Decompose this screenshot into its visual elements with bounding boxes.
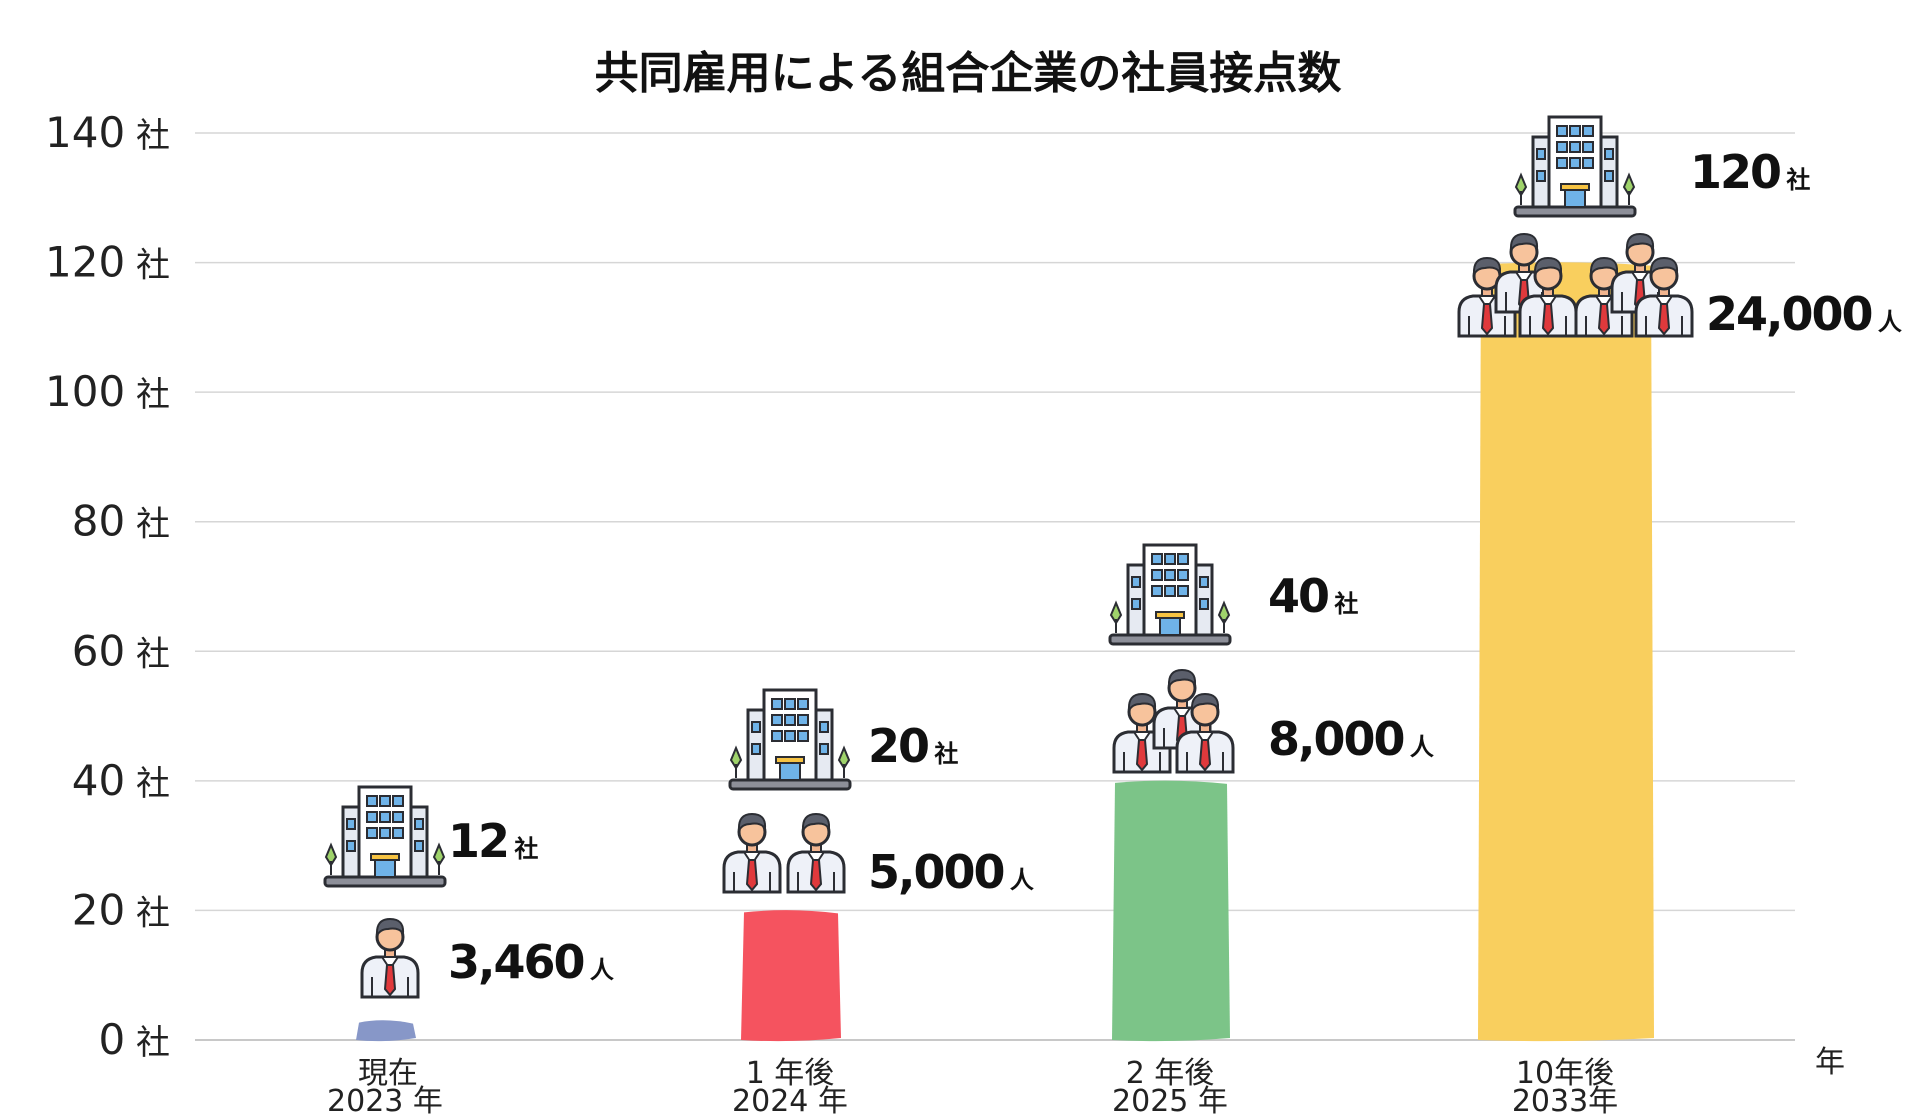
count-unit: 人 xyxy=(1004,866,1034,894)
y-tick-value: 0 xyxy=(98,1015,125,1064)
x-tick-year: 2033年 xyxy=(1512,1084,1618,1117)
employee-count-label: 24,000 人 xyxy=(1706,287,1902,341)
company-count-label: 40 社 xyxy=(1268,569,1358,623)
bar xyxy=(356,1020,416,1042)
y-tick-value: 20 xyxy=(72,885,125,934)
y-tick-unit: 社 xyxy=(125,246,170,286)
employee-count-label: 5,000 人 xyxy=(868,845,1034,899)
y-tick-value: 100 xyxy=(45,367,125,416)
x-tick-label: 2 年後 xyxy=(1126,1056,1215,1091)
businessperson-icon xyxy=(786,812,846,894)
x-tick-year: 2023 年 xyxy=(327,1084,443,1117)
bar xyxy=(1112,780,1230,1042)
count-unit: 社 xyxy=(1780,166,1810,194)
count-unit: 人 xyxy=(1404,733,1434,761)
count-number: 20 xyxy=(868,719,928,773)
count-number: 12 xyxy=(448,814,508,868)
y-tick-value: 120 xyxy=(45,238,125,287)
count-unit: 社 xyxy=(508,835,538,863)
office-building-icon xyxy=(728,688,852,791)
count-unit: 人 xyxy=(1872,308,1902,336)
y-tick-unit: 社 xyxy=(125,764,170,804)
y-tick-unit: 社 xyxy=(125,505,170,545)
count-number: 120 xyxy=(1690,145,1780,199)
x-tick-label: 1 年後 xyxy=(746,1056,835,1091)
businessperson-icon xyxy=(722,812,782,894)
y-tick-label: 0 社 xyxy=(98,1015,170,1064)
bar xyxy=(741,910,841,1042)
employee-count-label: 3,460 人 xyxy=(448,935,614,989)
x-tick-year: 2025 年 xyxy=(1112,1084,1228,1117)
y-tick-value: 80 xyxy=(72,497,125,546)
count-number: 8,000 xyxy=(1268,712,1404,766)
y-tick-label: 60 社 xyxy=(72,626,170,675)
y-tick-unit: 社 xyxy=(125,893,170,933)
count-unit: 人 xyxy=(584,956,614,984)
count-number: 3,460 xyxy=(448,935,584,989)
y-tick-value: 140 xyxy=(45,108,125,157)
bars xyxy=(356,262,1654,1042)
count-unit: 社 xyxy=(928,740,958,768)
x-axis-unit: 年 xyxy=(1815,1045,1845,1080)
y-tick-label: 80 社 xyxy=(72,497,170,546)
y-tick-value: 60 xyxy=(72,626,125,675)
y-tick-unit: 社 xyxy=(125,375,170,415)
businessperson-icon xyxy=(360,917,420,999)
company-count-label: 20 社 xyxy=(868,719,958,773)
company-count-label: 120 社 xyxy=(1690,145,1810,199)
x-tick-label: 現在 xyxy=(358,1056,418,1091)
x-tick-label: 10年後 xyxy=(1516,1056,1614,1091)
office-building-icon xyxy=(323,785,447,888)
chart-title: 共同雇用による組合企業の社員接点数 xyxy=(595,48,1342,99)
count-unit: 社 xyxy=(1328,590,1358,618)
count-number: 40 xyxy=(1268,569,1328,623)
y-tick-label: 40 社 xyxy=(72,756,170,805)
y-tick-label: 20 社 xyxy=(72,885,170,934)
y-tick-unit: 社 xyxy=(125,634,170,674)
employee-count-label: 8,000 人 xyxy=(1268,712,1434,766)
y-tick-value: 40 xyxy=(72,756,125,805)
bar xyxy=(1478,262,1654,1042)
company-count-label: 12 社 xyxy=(448,814,538,868)
y-tick-unit: 社 xyxy=(125,1023,170,1063)
y-tick-label: 140 社 xyxy=(45,108,170,157)
y-tick-label: 100 社 xyxy=(45,367,170,416)
count-number: 24,000 xyxy=(1706,287,1872,341)
y-tick-label: 120 社 xyxy=(45,238,170,287)
count-number: 5,000 xyxy=(868,845,1004,899)
y-tick-unit: 社 xyxy=(125,116,170,156)
office-building-icon xyxy=(1108,543,1232,646)
office-building-icon xyxy=(1513,115,1637,218)
x-tick-year: 2024 年 xyxy=(732,1084,848,1117)
